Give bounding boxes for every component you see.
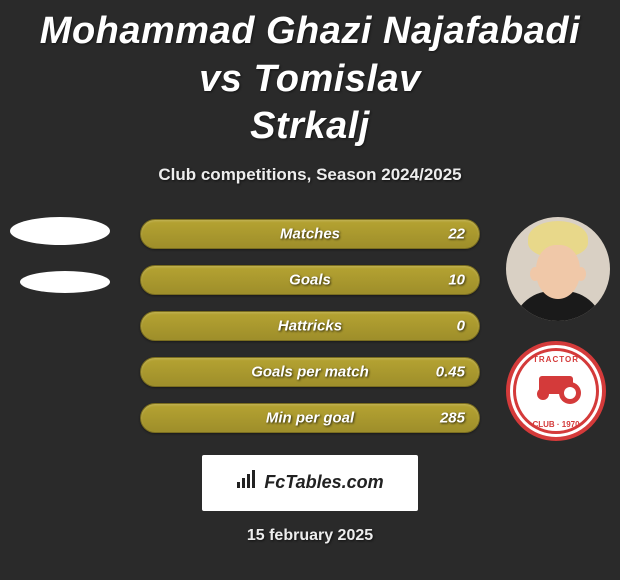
stat-bar: Goals 10: [140, 265, 480, 295]
stat-value-right: 0: [457, 317, 465, 334]
player-photo-placeholder: [10, 217, 110, 245]
stat-value-right: 22: [448, 225, 465, 242]
stat-label: Goals per match: [141, 363, 479, 380]
chart-icon: [236, 470, 258, 495]
stat-value-right: 285: [440, 409, 465, 426]
stat-bars: Matches 22 Goals 10 Hattricks 0 Goals pe…: [140, 219, 480, 449]
brand-box: FcTables.com: [202, 455, 418, 511]
player-photo: [506, 217, 610, 321]
stat-bar: Min per goal 285: [140, 403, 480, 433]
club-logo-text-top: TRACTOR: [510, 355, 602, 364]
club-logo: TRACTOR CLUB · 1970: [506, 341, 606, 441]
title-line-2: Strkalj: [250, 105, 370, 147]
brand-text: FcTables.com: [264, 472, 383, 493]
stat-value-right: 10: [448, 271, 465, 288]
stat-value-right: 0.45: [436, 363, 465, 380]
stat-bar: Goals per match 0.45: [140, 357, 480, 387]
subtitle: Club competitions, Season 2024/2025: [0, 165, 620, 185]
stat-label: Min per goal: [141, 409, 479, 426]
date-text: 15 february 2025: [0, 527, 620, 545]
right-player-column: TRACTOR CLUB · 1970: [506, 217, 610, 441]
stats-area: Matches 22 Goals 10 Hattricks 0 Goals pe…: [0, 217, 620, 447]
title-line-1: Mohammad Ghazi Najafabadi vs Tomislav: [40, 10, 580, 100]
stat-bar: Matches 22: [140, 219, 480, 249]
stat-label: Hattricks: [141, 317, 479, 334]
stat-label: Goals: [141, 271, 479, 288]
stat-bar: Hattricks 0: [140, 311, 480, 341]
left-player-column: [10, 217, 110, 319]
club-logo-placeholder: [20, 271, 110, 293]
tractor-icon: [539, 376, 573, 394]
page-title: Mohammad Ghazi Najafabadi vs Tomislav St…: [0, 0, 620, 151]
stat-label: Matches: [141, 225, 479, 242]
infographic-root: Mohammad Ghazi Najafabadi vs Tomislav St…: [0, 0, 620, 580]
club-logo-text-bottom: CLUB · 1970: [510, 420, 602, 429]
